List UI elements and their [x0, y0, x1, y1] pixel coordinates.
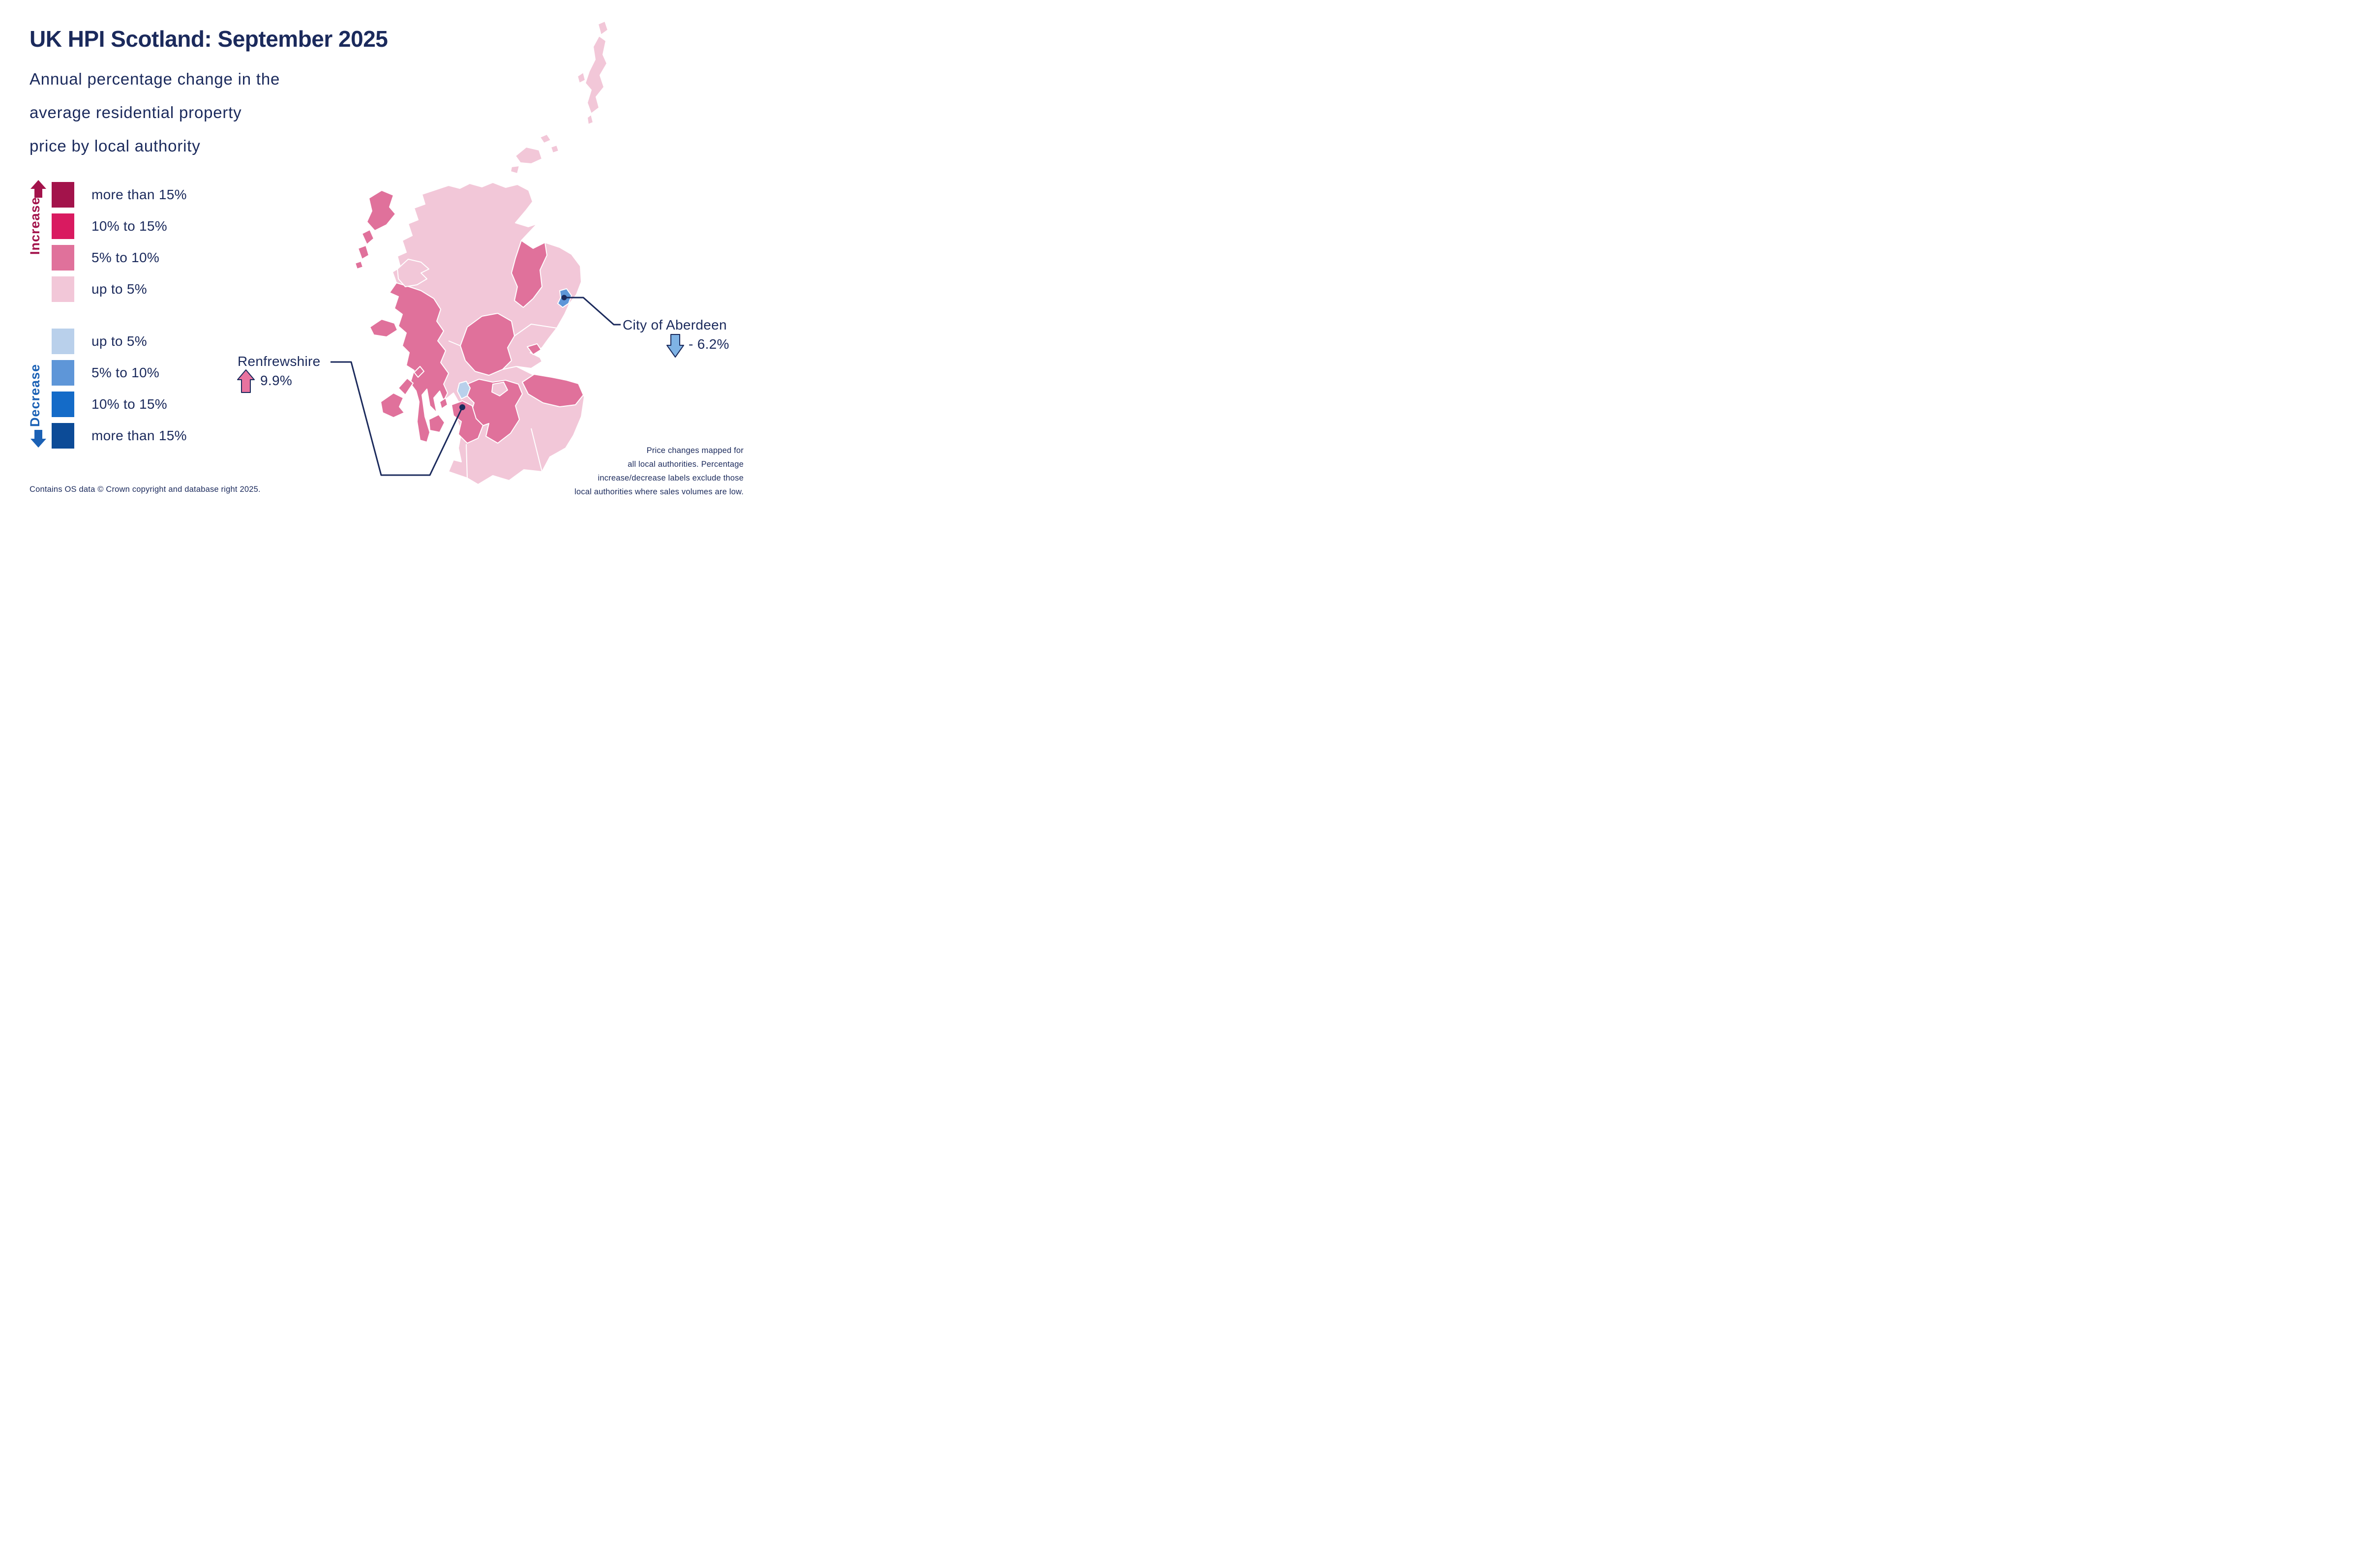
- footnote-methodology-line-2: all local authorities. Percentage: [628, 460, 744, 469]
- annotation-renfrewshire-label: Renfrewshire: [238, 354, 321, 369]
- map-region-inverclyde-area: [457, 381, 471, 399]
- legend-swatch-dec-gt15: [52, 423, 74, 449]
- map-region-argyll-bute: [389, 282, 449, 443]
- legend-increase-axis-label: Increase: [28, 197, 42, 255]
- annotation-aberdeen-label: City of Aberdeen: [623, 317, 727, 332]
- map-region-shetland: [598, 21, 608, 35]
- map-region-ayrshire: [451, 400, 483, 444]
- map-region-shetland: [585, 35, 607, 114]
- map-region-falkirk-patch: [491, 382, 508, 396]
- map-region-orkney: [540, 134, 551, 144]
- map-region-moray: [511, 240, 547, 308]
- renfrewshire-up-arrow-icon: [237, 369, 255, 393]
- annotation-aberdeen-value: - 6.2%: [689, 336, 729, 352]
- map-regions: [355, 21, 608, 485]
- subtitle-line-3: price by local authority: [30, 137, 201, 155]
- footnote-methodology-line-4: local authorities where sales volumes ar…: [574, 487, 744, 496]
- map-region-outer-hebrides: [361, 229, 374, 245]
- map-region-perth-kinross: [460, 313, 515, 376]
- page-title: UK HPI Scotland: September 2025: [30, 26, 388, 52]
- legend-swatch-dec-10-15: [52, 392, 74, 417]
- map-region-islay: [380, 392, 405, 418]
- footnote-methodology-line-3: increase/decrease labels exclude those: [598, 474, 744, 482]
- legend-swatch-inc-10-15: [52, 213, 74, 239]
- annotation-renfrewshire-value: 9.9%: [260, 373, 293, 388]
- footnote-methodology-line-1: Price changes mapped for: [646, 446, 744, 455]
- decrease-arrow-icon: [30, 430, 46, 448]
- map-region-outer-hebrides: [358, 245, 369, 260]
- footnote-os-copyright: Contains OS data © Crown copyright and d…: [30, 485, 261, 494]
- footnote-methodology: Price changes mapped for all local autho…: [574, 444, 744, 499]
- legend-label-dec-10-15: 10% to 15%: [91, 396, 167, 412]
- map-region-orkney: [550, 145, 559, 153]
- legend-label-inc-5-10: 5% to 10%: [91, 250, 160, 265]
- map-internal-borders: [448, 324, 557, 479]
- map-region-arran: [428, 414, 445, 433]
- leader-line-aberdeen: [564, 297, 621, 326]
- scotland-map: [30, 21, 684, 485]
- map-region-jura: [414, 366, 424, 378]
- legend-swatch-dec-0-5: [52, 329, 74, 354]
- map-region-shetland: [587, 114, 594, 125]
- legend-label-dec-gt15: more than 15%: [91, 428, 187, 443]
- map-region-skye: [397, 259, 429, 287]
- increase-arrow-icon: [30, 180, 46, 198]
- subtitle-line-2: average residential property: [30, 103, 242, 121]
- map-region-orkney: [510, 165, 520, 174]
- map-region-shetland: [577, 72, 586, 84]
- map-region-orkney: [515, 147, 542, 164]
- legend-label-dec-0-5: up to 5%: [91, 333, 147, 349]
- map-region-edinburgh-lothians: [522, 374, 584, 407]
- map-region-bute: [439, 397, 448, 409]
- leader-line-renfrewshire: [331, 361, 463, 476]
- uk-hpi-scotland-infographic: { "header": { "title": "UK HPI Scotland:…: [0, 0, 760, 501]
- map-region-outer-hebrides: [366, 190, 396, 231]
- map-region-outer-hebrides: [355, 261, 363, 270]
- map-marker-dot-aberdeen: [561, 295, 567, 301]
- legend-swatch-inc-gt15: [52, 182, 74, 208]
- aberdeen-down-arrow-icon: [666, 334, 684, 358]
- legend-decrease-axis-label: Decrease: [28, 363, 42, 427]
- subtitle-line-1: Annual percentage change in the: [30, 70, 280, 88]
- legend-swatch-inc-5-10: [52, 245, 74, 271]
- map-region-mull: [369, 319, 398, 337]
- legend-label-dec-5-10: 5% to 10%: [91, 365, 160, 380]
- legend-label-inc-10-15: 10% to 15%: [91, 218, 167, 234]
- legend-swatch-inc-0-5: [52, 276, 74, 302]
- legend-swatch-dec-5-10: [52, 360, 74, 386]
- legend-label-inc-gt15: more than 15%: [91, 187, 187, 202]
- map-region-dundee: [527, 343, 542, 355]
- map-marker-dot-renfrewshire: [459, 404, 465, 410]
- legend-label-inc-0-5: up to 5%: [91, 281, 147, 297]
- map-region-jura: [398, 378, 414, 395]
